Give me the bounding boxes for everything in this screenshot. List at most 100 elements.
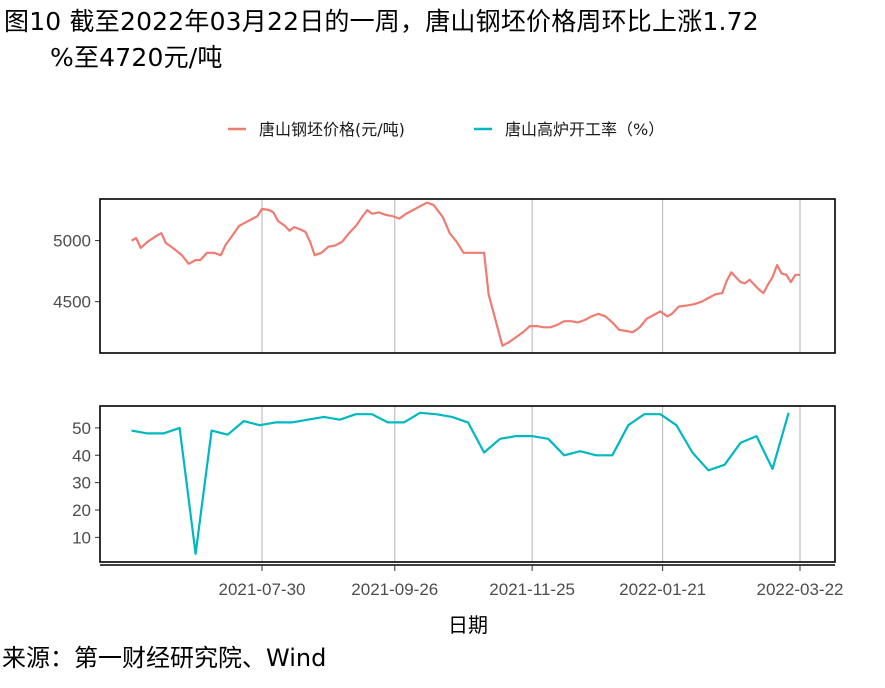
price-point-67	[556, 324, 558, 326]
price-point-15	[224, 244, 226, 246]
chart-title: 图10 截至2022年03月22日的一周，唐山钢坯价格周环比上涨1.72 %至4…	[4, 4, 879, 76]
price-point-68	[563, 320, 565, 322]
price-point-38	[362, 215, 364, 217]
rate-point-14	[355, 413, 357, 415]
price-point-57	[487, 293, 489, 295]
price-point-101	[767, 283, 769, 285]
price-point-36	[348, 232, 350, 234]
rate-point-7	[243, 420, 245, 422]
rate-point-11	[307, 419, 309, 421]
rate-y-tick-label-0: 10	[72, 528, 91, 547]
price-point-60	[508, 341, 510, 343]
title-line-2: %至4720元/吨	[50, 43, 223, 72]
price-point-21	[261, 208, 263, 210]
rate-point-17	[403, 421, 405, 423]
price-point-29	[304, 231, 306, 233]
rate-point-39	[755, 435, 757, 437]
price-point-27	[293, 226, 295, 228]
rate-point-36	[707, 469, 709, 471]
rate-point-10	[291, 421, 293, 423]
rate-point-34	[675, 424, 677, 426]
price-point-48	[426, 202, 428, 204]
price-point-14	[220, 254, 222, 256]
price-point-59	[501, 345, 503, 347]
rate-y-tick-label-2: 30	[72, 474, 91, 493]
rate-point-32	[643, 413, 645, 415]
rate-point-26	[547, 438, 549, 440]
price-point-108	[799, 274, 801, 276]
rate-point-0	[130, 429, 132, 431]
price-point-28	[300, 228, 302, 230]
price-point-81	[652, 314, 654, 316]
rate-point-21	[467, 421, 469, 423]
rate-point-13	[339, 419, 341, 421]
price-point-76	[618, 329, 620, 331]
price-point-69	[570, 320, 572, 322]
price-point-90	[714, 293, 716, 295]
price-point-46	[412, 209, 414, 211]
price-point-20	[256, 215, 258, 217]
price-point-39	[366, 209, 368, 211]
price-point-2	[140, 247, 142, 249]
price-point-42	[384, 214, 386, 216]
price-point-34	[334, 244, 336, 246]
price-point-44	[398, 217, 400, 219]
price-point-3	[146, 241, 148, 243]
price-point-73	[597, 313, 599, 315]
price-point-104	[781, 272, 783, 274]
source-note: 来源：第一财经研究院、Wind	[2, 644, 327, 672]
rate-point-38	[739, 442, 741, 444]
rate-point-41	[787, 412, 789, 414]
rate-point-35	[691, 451, 693, 453]
price-point-6	[165, 242, 167, 244]
price-point-70	[577, 321, 579, 323]
price-point-7	[172, 247, 174, 249]
price-point-64	[536, 325, 538, 327]
rate-point-15	[371, 413, 373, 415]
x-axis: 2021-07-30 2021-09-26 2021-11-25 2022-01-21…	[100, 564, 844, 599]
price-point-100	[762, 292, 764, 294]
price-point-12	[206, 252, 208, 254]
price-point-30	[309, 241, 311, 243]
rate-y-tick-label-1: 20	[72, 501, 91, 520]
price-point-65	[542, 326, 544, 328]
price-point-98	[753, 283, 755, 285]
x-tick-label-1: 2021-09-26	[351, 580, 438, 599]
price-point-5	[160, 232, 162, 234]
price-point-17	[238, 225, 240, 227]
price-point-10	[194, 259, 196, 261]
rate-point-19	[435, 413, 437, 415]
rate-point-8	[259, 424, 261, 426]
price-point-89	[707, 297, 709, 299]
price-point-32	[320, 252, 322, 254]
price-point-66	[549, 326, 551, 328]
price-point-80	[645, 318, 647, 320]
rate-panel: 10 20 30 40 50	[72, 405, 836, 563]
x-tick-label-4: 2022-03-22	[757, 580, 844, 599]
price-point-49	[433, 204, 435, 206]
price-point-75	[611, 321, 613, 323]
rate-point-4	[194, 553, 196, 555]
rate-point-25	[531, 435, 533, 437]
price-point-92	[726, 280, 728, 282]
price-point-54	[462, 252, 464, 254]
rate-y-tick-label-3: 40	[72, 446, 91, 465]
price-point-52	[449, 232, 451, 234]
price-point-53	[455, 241, 457, 243]
price-point-102	[771, 276, 773, 278]
rate-point-24	[515, 435, 517, 437]
price-point-77	[625, 330, 627, 332]
price-point-103	[776, 264, 778, 266]
price-point-78	[632, 331, 634, 333]
price-point-45	[405, 213, 407, 215]
rate-point-37	[723, 464, 725, 466]
price-point-18	[245, 221, 247, 223]
x-tick-label-2: 2021-11-25	[489, 580, 575, 599]
rate-point-33	[659, 413, 661, 415]
price-point-47	[419, 205, 421, 207]
price-series-line	[130, 201, 800, 347]
price-y-tick-label-1: 5000	[53, 232, 91, 251]
rate-point-31	[627, 424, 629, 426]
price-panel: 4500 5000	[53, 198, 836, 354]
rate-point-16	[387, 421, 389, 423]
